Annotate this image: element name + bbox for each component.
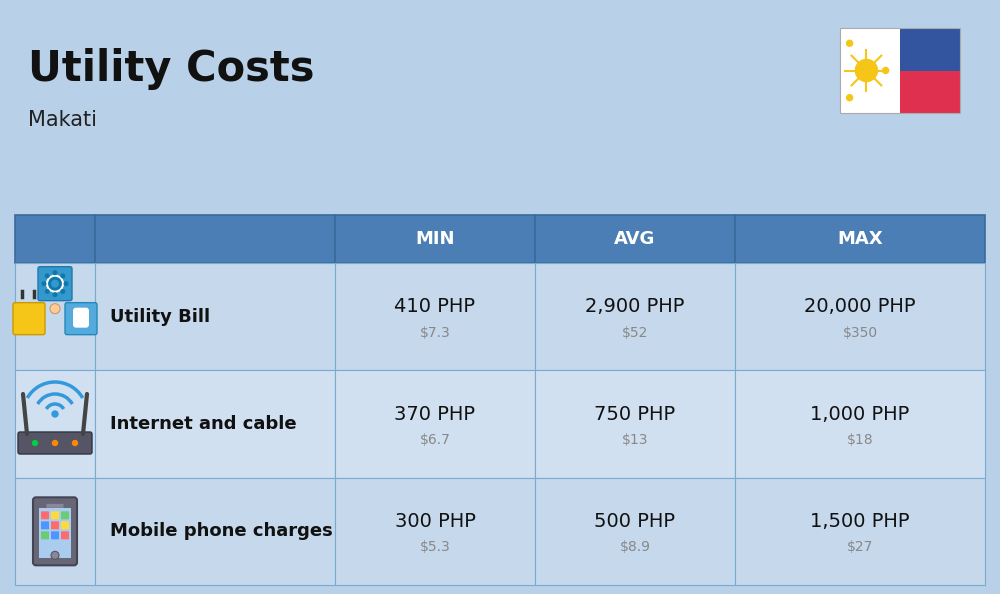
Text: 20,000 PHP: 20,000 PHP	[804, 297, 916, 316]
Bar	[95, 478, 335, 585]
Circle shape	[45, 289, 50, 294]
Bar	[335, 215, 535, 263]
Text: MIN: MIN	[415, 230, 455, 248]
Bar	[335, 263, 535, 370]
FancyBboxPatch shape	[41, 522, 49, 529]
Bar	[535, 370, 735, 478]
Circle shape	[60, 289, 65, 294]
Bar	[535, 215, 735, 263]
Text: Makati: Makati	[28, 110, 97, 130]
FancyBboxPatch shape	[46, 504, 64, 508]
FancyBboxPatch shape	[41, 511, 49, 519]
Text: $7.3: $7.3	[420, 326, 450, 340]
Text: 300 PHP: 300 PHP	[395, 512, 475, 531]
Bar	[900, 28, 960, 71]
Bar	[840, 28, 960, 113]
Circle shape	[847, 40, 853, 46]
Text: 500 PHP: 500 PHP	[594, 512, 676, 531]
Text: 1,000 PHP: 1,000 PHP	[810, 405, 910, 424]
FancyBboxPatch shape	[61, 532, 69, 539]
Text: 1,500 PHP: 1,500 PHP	[810, 512, 910, 531]
FancyBboxPatch shape	[18, 432, 92, 454]
Text: $8.9: $8.9	[620, 541, 650, 554]
Text: $5.3: $5.3	[420, 541, 450, 554]
Text: $18: $18	[847, 433, 873, 447]
Text: Utility Bill: Utility Bill	[110, 308, 210, 326]
Circle shape	[52, 292, 58, 297]
Polygon shape	[840, 28, 900, 113]
Text: 410 PHP: 410 PHP	[394, 297, 476, 316]
Text: MAX: MAX	[837, 230, 883, 248]
Text: 370 PHP: 370 PHP	[394, 405, 476, 424]
Text: AVG: AVG	[614, 230, 656, 248]
Circle shape	[60, 273, 65, 279]
FancyBboxPatch shape	[51, 511, 59, 519]
FancyBboxPatch shape	[13, 303, 45, 334]
Bar	[15, 478, 95, 585]
Circle shape	[64, 281, 68, 286]
Bar	[15, 370, 95, 478]
Circle shape	[45, 273, 50, 279]
Text: $13: $13	[622, 433, 648, 447]
FancyBboxPatch shape	[61, 522, 69, 529]
Bar	[735, 215, 985, 263]
FancyBboxPatch shape	[51, 522, 59, 529]
FancyBboxPatch shape	[41, 532, 49, 539]
Circle shape	[47, 276, 63, 292]
Circle shape	[883, 68, 889, 74]
Circle shape	[847, 94, 853, 101]
Bar	[15, 263, 95, 370]
FancyBboxPatch shape	[65, 303, 97, 334]
Circle shape	[52, 411, 58, 417]
Text: $350: $350	[842, 326, 878, 340]
FancyBboxPatch shape	[33, 497, 77, 565]
Text: $6.7: $6.7	[420, 433, 450, 447]
FancyBboxPatch shape	[61, 511, 69, 519]
Bar	[535, 478, 735, 585]
Circle shape	[50, 304, 60, 314]
FancyBboxPatch shape	[51, 532, 59, 539]
FancyBboxPatch shape	[73, 308, 89, 328]
Circle shape	[72, 441, 78, 446]
Text: $52: $52	[622, 326, 648, 340]
Text: Utility Costs: Utility Costs	[28, 48, 314, 90]
Circle shape	[855, 59, 877, 81]
Bar	[735, 263, 985, 370]
Bar	[840, 28, 960, 113]
Circle shape	[52, 441, 58, 446]
Bar	[900, 71, 960, 113]
Circle shape	[51, 280, 59, 287]
Text: $27: $27	[847, 541, 873, 554]
Circle shape	[52, 270, 58, 275]
Bar	[95, 263, 335, 370]
Bar	[535, 263, 735, 370]
Bar	[95, 370, 335, 478]
Circle shape	[32, 441, 38, 446]
Bar	[335, 370, 535, 478]
Text: 2,900 PHP: 2,900 PHP	[585, 297, 685, 316]
Circle shape	[42, 281, 46, 286]
Bar	[735, 370, 985, 478]
Text: Mobile phone charges: Mobile phone charges	[110, 522, 333, 541]
Circle shape	[51, 551, 59, 560]
Bar	[15, 215, 95, 263]
Text: 750 PHP: 750 PHP	[594, 405, 676, 424]
Text: Internet and cable: Internet and cable	[110, 415, 297, 433]
Bar	[335, 478, 535, 585]
FancyBboxPatch shape	[39, 508, 71, 558]
FancyBboxPatch shape	[38, 267, 72, 301]
Bar	[95, 215, 335, 263]
Bar	[735, 478, 985, 585]
